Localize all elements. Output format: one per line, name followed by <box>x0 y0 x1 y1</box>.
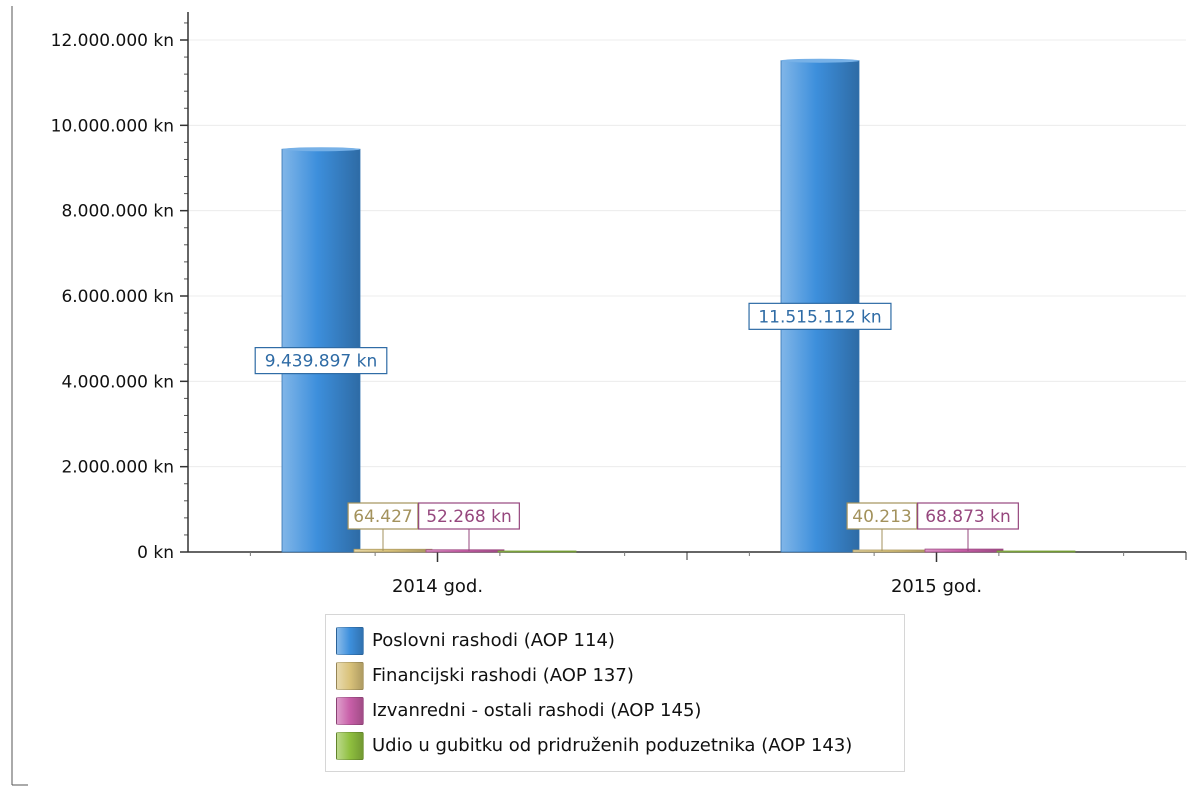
legend-label: Izvanredni - ostali rashodi (AOP 145) <box>372 700 702 721</box>
legend-item: Poslovni rashodi (AOP 114) <box>336 623 904 658</box>
bar <box>996 550 1076 553</box>
y-tick-label: 6.000.000 kn <box>61 287 174 307</box>
axes: 0 kn 2.000.000 kn 4.000.000 kn 6.000.000 kn… <box>51 12 1187 597</box>
data-label-box <box>347 502 419 530</box>
bar <box>425 549 505 553</box>
bar-top <box>781 58 859 63</box>
legend-swatch <box>336 626 364 655</box>
bar <box>924 548 1004 553</box>
x-tick-label: 2015 god. <box>891 576 982 597</box>
data-label: 40.213 <box>852 507 911 527</box>
data-label-box <box>254 347 388 375</box>
y-tick-label: 12.000.000 kn <box>51 31 174 51</box>
legend-label: Poslovni rashodi (AOP 114) <box>372 630 615 651</box>
data-labels: 9.439.897 kn 64.427 52.268 kn 11.515.112 kn… <box>254 302 1019 551</box>
legend-item: Izvanredni - ostali rashodi (AOP 145) <box>336 693 904 728</box>
bar <box>497 550 577 553</box>
legend-label: Udio u gubitku od pridruženih poduzetnik… <box>372 735 853 756</box>
bars <box>281 58 1076 553</box>
y-tick-label: 4.000.000 kn <box>61 372 174 392</box>
data-label-box <box>748 302 892 330</box>
legend-label: Financijski rashodi (AOP 137) <box>372 665 634 686</box>
bar-top <box>282 147 360 152</box>
data-label: 68.873 kn <box>925 507 1011 527</box>
legend-swatch <box>336 661 364 690</box>
bar <box>353 548 433 553</box>
bar <box>852 549 932 553</box>
data-label: 52.268 kn <box>426 507 512 527</box>
legend-swatch <box>336 696 364 725</box>
data-label: 11.515.112 kn <box>758 307 881 327</box>
y-tick-label: 0 kn <box>137 543 174 563</box>
legend: Poslovni rashodi (AOP 114) Financijski ra… <box>325 614 905 772</box>
legend-item: Udio u gubitku od pridruženih poduzetnik… <box>336 728 904 763</box>
x-tick-label: 2014 god. <box>392 576 483 597</box>
y-tick-label: 8.000.000 kn <box>61 202 174 222</box>
y-tick-label: 10.000.000 kn <box>51 116 174 136</box>
legend-item: Financijski rashodi (AOP 137) <box>336 658 904 693</box>
data-label: 9.439.897 kn <box>265 352 378 372</box>
legend-swatch <box>336 731 364 760</box>
y-tick-label: 2.000.000 kn <box>61 458 174 478</box>
data-label-box <box>917 502 1019 530</box>
data-label: 64.427 <box>353 507 412 527</box>
